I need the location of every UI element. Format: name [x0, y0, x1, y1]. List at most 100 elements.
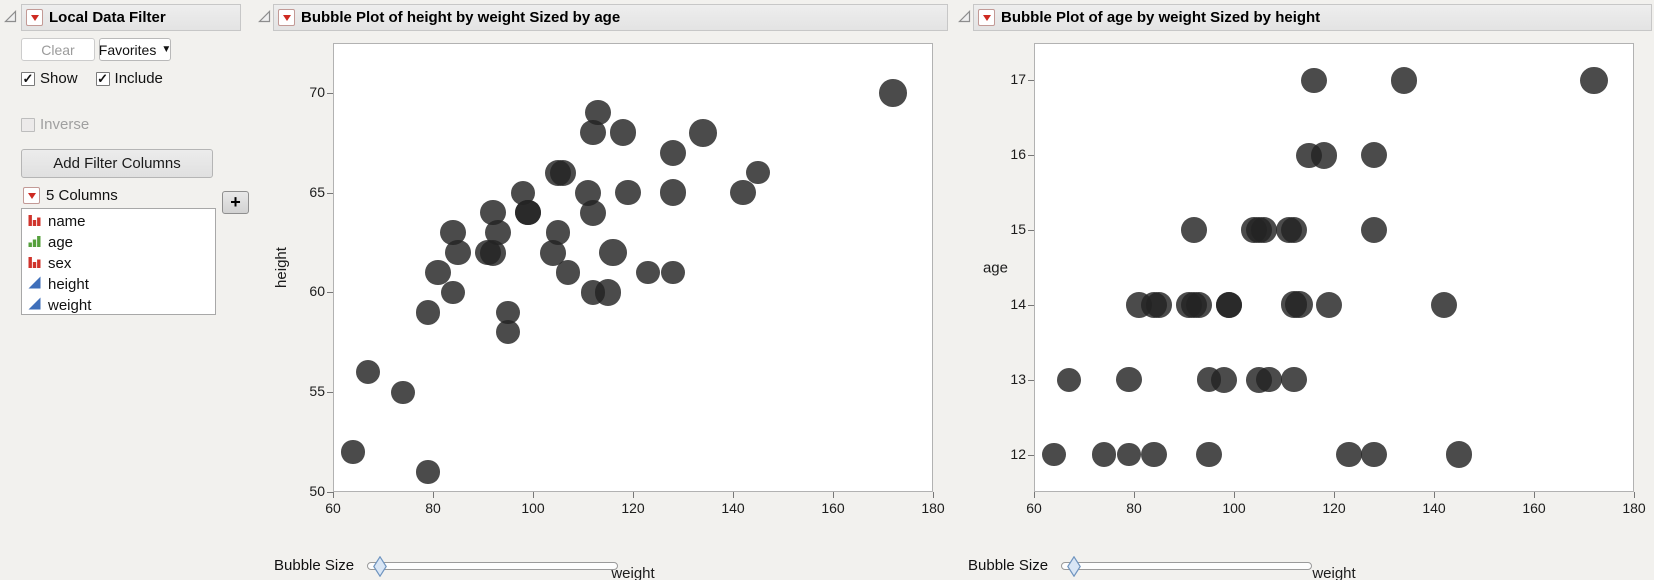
bubble[interactable] [1445, 441, 1473, 468]
bubble[interactable] [1301, 67, 1327, 94]
show-checkbox[interactable]: ✓ [21, 70, 35, 86]
bubble[interactable] [599, 238, 627, 267]
bubble[interactable] [1360, 142, 1388, 169]
bubble[interactable] [1250, 216, 1278, 244]
bubble[interactable] [594, 278, 622, 306]
bubble[interactable] [549, 159, 577, 186]
bubble-size-slider-thumb[interactable] [373, 556, 387, 577]
bubble[interactable] [1146, 292, 1172, 318]
bubble[interactable] [636, 260, 660, 285]
bubble[interactable] [1360, 216, 1388, 244]
y-tick-mark [1028, 155, 1034, 157]
bubble[interactable] [480, 200, 506, 226]
bubble-size-slider-track[interactable] [1061, 562, 1312, 570]
add-column-button[interactable]: + [222, 191, 249, 214]
bubble[interactable] [425, 259, 451, 286]
bubble[interactable] [1246, 366, 1272, 393]
red-triangle-menu-icon[interactable] [278, 9, 295, 26]
y-tick-mark [1028, 230, 1034, 232]
list-item-name[interactable]: name [22, 211, 215, 232]
list-item-weight[interactable]: weight [22, 295, 215, 316]
bubble[interactable] [441, 280, 465, 305]
collapse-triangle-icon[interactable] [958, 10, 971, 23]
bubble[interactable] [1196, 442, 1222, 468]
bubble[interactable] [609, 119, 637, 147]
favorites-button[interactable]: Favorites ▼ [99, 38, 171, 61]
bubble[interactable] [1091, 442, 1117, 467]
list-item-height[interactable]: height [22, 274, 215, 295]
bubble[interactable] [415, 300, 441, 325]
collapse-triangle-icon[interactable] [4, 10, 17, 23]
y-axis-label: height [272, 247, 290, 288]
bubble[interactable] [495, 320, 521, 345]
bubble[interactable] [1430, 291, 1458, 319]
collapse-triangle-icon[interactable] [258, 10, 271, 23]
bubble[interactable] [1196, 367, 1222, 393]
inverse-checkbox[interactable] [21, 117, 35, 132]
bubble[interactable] [1285, 291, 1313, 319]
bubble[interactable] [659, 179, 687, 207]
continuous-column-icon [28, 297, 41, 310]
bubble[interactable] [1310, 141, 1338, 169]
bubble[interactable] [341, 440, 365, 464]
bubble-size-slider-thumb[interactable] [1067, 556, 1081, 577]
y-tick-label: 50 [309, 483, 325, 499]
x-tick-mark [1534, 492, 1535, 498]
bubble[interactable] [1117, 442, 1141, 467]
bubble[interactable] [615, 180, 641, 206]
bubble[interactable] [1180, 291, 1208, 318]
list-item-age[interactable]: age [22, 232, 215, 253]
clear-button[interactable]: Clear [21, 38, 95, 61]
bubble[interactable] [1281, 367, 1307, 393]
bubble[interactable] [1336, 441, 1362, 468]
bubble[interactable] [730, 180, 756, 206]
bubble[interactable] [391, 380, 415, 404]
red-triangle-menu-icon[interactable] [23, 187, 40, 204]
bubble-plot-2-canvas[interactable]: age weight 60 80 100 120 140 160 180 12 13 14 15 16… [983, 43, 1646, 580]
bubble[interactable] [1275, 216, 1303, 244]
x-tick-mark [333, 492, 334, 498]
nominal-column-icon [28, 215, 41, 226]
bubble[interactable] [574, 179, 602, 206]
bubble[interactable] [445, 239, 471, 266]
x-tick-mark [1134, 492, 1135, 498]
bubble[interactable] [1361, 441, 1387, 468]
y-tick-label: 65 [309, 183, 325, 200]
list-item-sex[interactable]: sex [22, 253, 215, 274]
bubble[interactable] [1315, 291, 1343, 319]
bubble[interactable] [1181, 217, 1207, 243]
bubble[interactable] [539, 239, 567, 266]
bubble[interactable] [746, 161, 770, 185]
bubble[interactable] [879, 79, 907, 107]
red-triangle-menu-icon[interactable] [978, 9, 995, 26]
bubble-plot-1-canvas[interactable]: height weight 60 80 100 120 140 160 180 50 55 60 6… [273, 43, 945, 580]
bubble-size-label: Bubble Size [968, 557, 1049, 574]
bubble[interactable] [661, 260, 685, 285]
bubble[interactable] [585, 100, 611, 126]
x-tick-label: 140 [721, 500, 745, 516]
x-tick-mark [833, 492, 834, 498]
include-checkbox[interactable]: ✓ [95, 70, 110, 86]
bubble[interactable] [659, 139, 687, 166]
bubble[interactable] [1580, 66, 1608, 95]
bubble[interactable] [355, 360, 381, 385]
bubble[interactable] [1116, 367, 1142, 393]
bubble[interactable] [1215, 291, 1243, 318]
red-triangle-menu-icon[interactable] [26, 9, 43, 26]
bubble[interactable] [555, 260, 581, 285]
bubble[interactable] [1141, 441, 1167, 468]
bubble[interactable] [689, 118, 717, 147]
bubble[interactable] [416, 460, 440, 484]
bubble[interactable] [1042, 442, 1066, 467]
y-tick-label: 14 [1010, 295, 1026, 312]
bubble[interactable] [1056, 367, 1082, 392]
bubble[interactable] [479, 239, 507, 266]
bubble-size-slider-track[interactable] [367, 562, 618, 570]
bubble[interactable] [1390, 66, 1418, 94]
inverse-label: Inverse [40, 116, 90, 133]
bubble[interactable] [496, 300, 520, 325]
bubble[interactable] [515, 200, 541, 226]
ordinal-column-icon [28, 236, 41, 247]
add-filter-columns-button[interactable]: Add Filter Columns [21, 149, 213, 178]
